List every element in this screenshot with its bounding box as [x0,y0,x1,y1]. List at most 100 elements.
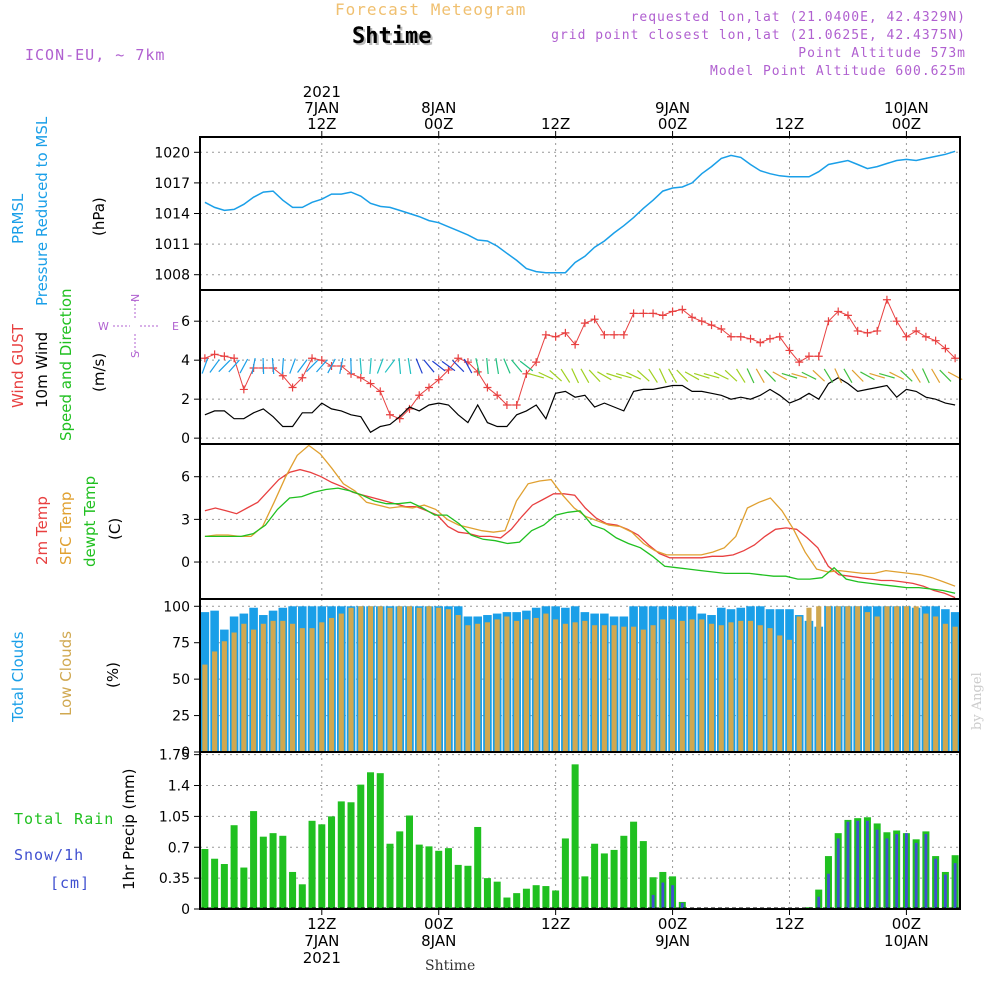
gust-marker [619,330,628,339]
wind-direction-arrow [860,371,875,381]
snow-bar [885,838,889,909]
low-cloud-bar [260,623,266,752]
low-cloud-bar [484,622,491,752]
pressure-y-tick-label: 1014 [154,207,190,223]
x-tick-label-top: 12Z [541,115,570,133]
low-cloud-bar [367,606,374,752]
wind-direction-arrow [648,368,658,383]
low-cloud-bar [699,619,705,752]
low-cloud-bar [796,616,802,752]
wind-direction-arrow [900,369,913,382]
low-cloud-bar [231,632,237,752]
gust-marker [707,321,716,330]
wind-direction-arrow [369,358,372,375]
clouds-y-tick-label: 100 [163,599,190,615]
gust-marker [512,401,521,410]
wind-direction-arrow [626,371,642,380]
compass-label: S [129,351,142,358]
precip-panel-frame [199,751,961,910]
compass-label: W [98,320,109,333]
compass-label: N [129,294,142,302]
pressure-y-tick-label: 1020 [154,145,190,161]
gust-marker [239,385,248,394]
gust-marker [200,354,209,363]
wind-direction-arrow [452,359,465,373]
rain-bar [347,802,355,909]
low-cloud-bar [406,606,413,752]
clouds-y-tick-label: 0 [181,745,190,761]
low-cloud-bar [650,625,656,752]
rain-bar [240,867,248,909]
snow-bar [934,858,938,909]
wind-direction-arrow [791,372,808,379]
x-tick-label-bottom: 00Z [424,915,453,933]
gust-marker [902,332,911,341]
snow-bar [651,894,655,909]
wind-direction-arrow [713,371,729,380]
low-cloud-bar [436,607,442,752]
location-title: Shtime [352,24,432,49]
snow-bar [856,820,860,909]
wind-direction-arrow [209,359,220,373]
rain-bar [444,848,452,909]
x-tick-label-bottom: 9JAN [655,932,690,950]
precip-y-tick-label: 1.75 [159,748,190,764]
rain-bar [386,843,394,909]
low-cloud-bar [631,626,637,752]
x-tick-label-bottom: 12Z [775,915,804,933]
rain-bar [513,893,521,909]
wind-direction-arrow [384,359,396,373]
gust-marker [921,332,930,341]
low-cloud-bar [592,625,598,752]
wind-direction-arrow [746,368,755,384]
low-cloud-bar [221,641,227,752]
rain-bar [620,835,628,909]
low-cloud-bar [338,613,344,752]
wind-direction-arrow [228,359,240,373]
precip-y-tick-label: 0 [181,902,190,918]
low-cloud-bar [825,606,832,752]
gust-line [204,298,956,420]
rain-bar [308,820,316,909]
low-cloud-bar [251,629,257,752]
low-cloud-bar [553,619,559,752]
wind-direction-arrow [889,371,905,380]
clouds-y-tick-label: 75 [172,636,190,652]
temp-y-tick-label: 6 [181,470,190,486]
gust-marker [298,373,307,382]
temp-y-tick-label: 3 [181,512,190,528]
gust-marker [873,326,882,335]
wind-direction-arrow [239,358,249,374]
rain-bar [649,877,657,909]
low-cloud-bar [494,619,500,752]
x-tick-label-top: 00Z [658,115,687,133]
low-cloud-bar [640,629,646,752]
low-cloud-bar [738,620,744,752]
gust-marker [434,375,443,384]
low-cloud-bar [669,619,676,752]
temp-dewpt-line [204,487,956,594]
rain-bar [591,843,599,909]
low-cloud-bar [455,615,461,752]
low-cloud-bar [514,620,520,752]
low-cloud-bar [562,623,568,752]
rain-bar [405,815,413,909]
rain-bar [230,825,238,909]
wind-direction-arrow [851,369,864,382]
low-cloud-bar [543,613,549,752]
rain-bar [552,890,560,909]
snow-bar [914,842,918,909]
low-cloud-bar [923,613,929,752]
gust-marker [649,309,658,318]
snow-bar [953,863,957,909]
snow-bar [866,820,869,909]
rain-bar [220,864,228,909]
wind-direction-arrow [921,368,930,384]
low-cloud-bar [884,606,890,752]
wind-direction-arrow [316,359,328,373]
wind-direction-arrow [684,371,700,381]
snow-bar [827,873,830,909]
precip-y-tick-label: 0.7 [168,840,190,856]
low-cloud-bar [903,606,909,752]
snow-bar [846,821,850,909]
